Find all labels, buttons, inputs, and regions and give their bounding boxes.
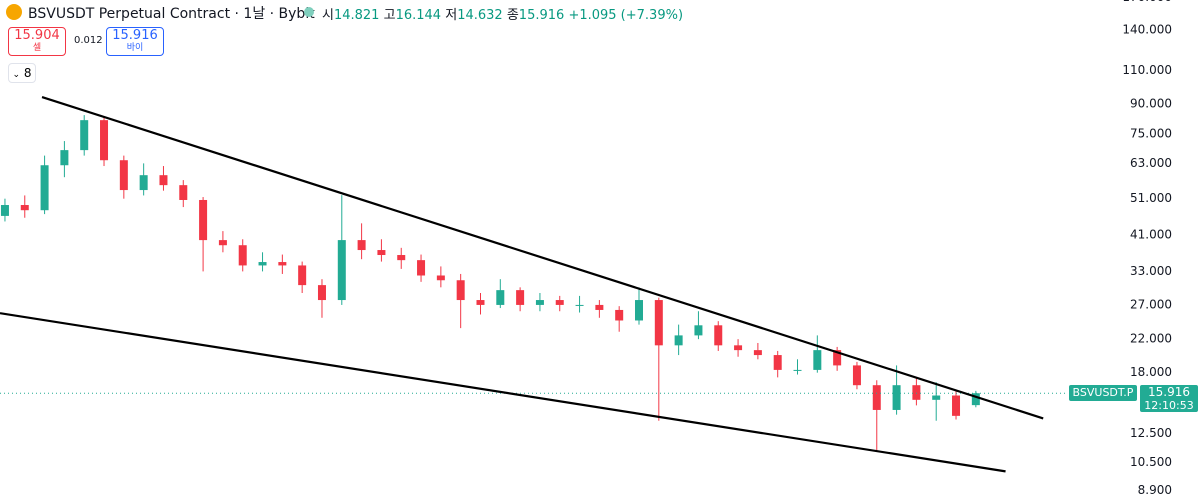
sell-button[interactable]: 15.904 셀 — [8, 27, 66, 56]
y-tick-label: 22.000 — [1130, 332, 1172, 346]
candle-body — [456, 280, 465, 301]
sell-price: 15.904 — [14, 28, 60, 43]
ohlc: 시14.821 고16.144 저14.632 종15.916 +1.095 (… — [322, 4, 683, 23]
trendline — [41, 96, 1044, 420]
y-tick-label: 51.000 — [1130, 191, 1172, 205]
y-tick-label: 140.000 — [1122, 22, 1172, 36]
trendline — [0, 312, 1006, 473]
candle-body — [654, 300, 663, 346]
candle-body — [674, 335, 683, 346]
buy-price: 15.916 — [112, 28, 158, 43]
y-tick-label: 33.000 — [1130, 264, 1172, 278]
candle-body — [258, 262, 267, 266]
y-tick-label: 10.500 — [1130, 455, 1172, 469]
candle-body — [852, 365, 861, 386]
candle-body — [179, 185, 188, 200]
y-tick-label: 12.500 — [1130, 426, 1172, 440]
countdown: 12:10:53 — [1144, 399, 1194, 412]
y-tick-label: 41.000 — [1130, 228, 1172, 242]
y-tick-label: 27.000 — [1130, 297, 1172, 311]
candle-body — [278, 262, 287, 266]
symbol-label: BSVUSDT.P — [1069, 385, 1137, 401]
candle-body — [813, 350, 822, 370]
spread: 0.012 — [74, 35, 103, 46]
chevron-icon: ⌄ — [12, 70, 21, 80]
coin-icon — [6, 4, 22, 20]
candle-body — [555, 300, 564, 305]
candle-body — [952, 395, 961, 416]
candle-body — [119, 160, 128, 191]
ohlc-label: 종 — [506, 8, 519, 23]
candle-body — [100, 120, 109, 161]
candle-body — [595, 304, 604, 310]
candle-body — [436, 275, 445, 281]
candle-body — [793, 369, 802, 371]
candle-body — [397, 255, 406, 261]
indicator-toggle[interactable]: ⌄ 8 — [8, 63, 36, 83]
candle-body — [892, 385, 901, 410]
candle-body — [298, 265, 307, 286]
candle-body — [734, 345, 743, 351]
candle-body — [971, 393, 980, 406]
ohlc-label: 저 — [445, 8, 458, 23]
candle-body — [535, 300, 544, 305]
y-tick-label: 90.000 — [1130, 96, 1172, 110]
candle-body — [337, 240, 346, 301]
open-value: 14.821 — [333, 8, 380, 23]
candle-body — [635, 300, 643, 321]
candle-body — [694, 325, 703, 336]
indicator-count: 8 — [23, 66, 32, 80]
candle-body — [159, 175, 168, 186]
candle-body — [139, 175, 148, 191]
last-price: 15.916 — [1148, 385, 1190, 399]
status-dot — [304, 7, 314, 17]
candle-body — [496, 290, 505, 305]
y-tick-label: 18.000 — [1130, 365, 1172, 379]
candle-body — [833, 350, 842, 366]
y-tick-label: 170.000 — [1122, 0, 1172, 4]
candle-body — [80, 120, 89, 151]
candle-body — [872, 385, 881, 410]
high-value: 16.144 — [395, 8, 442, 23]
buy-button[interactable]: 15.916 바이 — [106, 27, 164, 56]
candle-body — [377, 250, 386, 256]
low-value: 14.632 — [457, 8, 503, 23]
y-tick-label: 110.000 — [1122, 63, 1172, 77]
candle-body — [417, 260, 426, 276]
title[interactable]: BSVUSDT Perpetual Contract · 1날 · Bybit — [28, 6, 315, 22]
candle-body — [932, 395, 941, 400]
candle-body — [615, 309, 624, 321]
candle-body — [40, 165, 49, 211]
close-value: 15.916 — [518, 8, 565, 23]
change: +1.095 (+7.39%) — [568, 8, 684, 23]
candle-body — [516, 290, 525, 305]
candle-body — [753, 350, 762, 356]
candle-body — [20, 205, 29, 211]
candle-body — [317, 285, 326, 301]
candle-body — [199, 199, 208, 241]
candle-body — [773, 355, 782, 370]
candle-body — [238, 245, 247, 266]
candle-body — [357, 240, 366, 251]
ohlc-label: 시 — [322, 8, 334, 23]
candle-body — [60, 150, 69, 166]
candle-body — [476, 300, 485, 305]
y-tick-label: 75.000 — [1130, 127, 1172, 141]
y-tick-label: 8.900 — [1138, 483, 1172, 497]
buy-label: 바이 — [126, 43, 144, 53]
candle-body — [575, 304, 584, 306]
candle-body — [0, 205, 9, 216]
ohlc-label: 고 — [383, 8, 396, 23]
y-tick-label: 63.000 — [1130, 156, 1172, 170]
candle-body — [218, 240, 227, 246]
last-price-label: 15.916 12:10:53 — [1140, 385, 1198, 412]
sell-label: 셀 — [32, 43, 42, 53]
candle-body — [912, 385, 921, 400]
candle-body — [714, 325, 723, 346]
